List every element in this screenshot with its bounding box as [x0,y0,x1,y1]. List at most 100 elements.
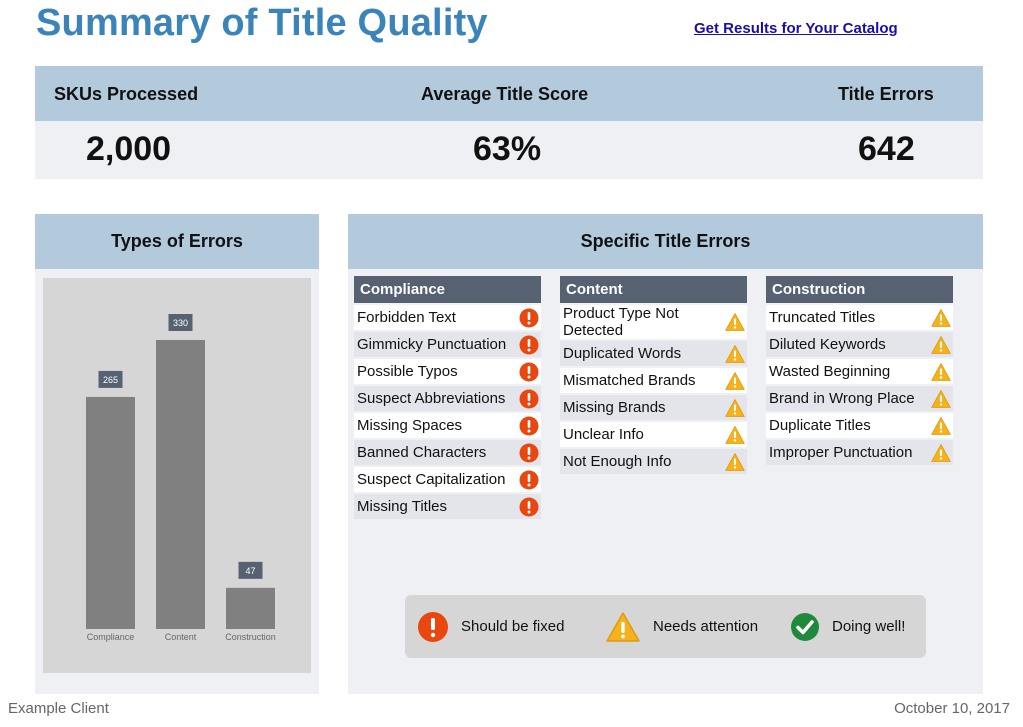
page-title: Summary of Title Quality [36,2,488,44]
bar-construction [226,587,275,629]
error-item-label: Product Type Not Detected [563,305,679,339]
check-icon [791,612,819,641]
error-item: Suspect Capitalization [354,467,541,492]
error-item-label: Forbidden Text [357,309,456,326]
status-legend: Should be fixed Needs attention Doing we… [405,595,926,658]
column-construction: Construction Truncated Titles Diluted Keyw… [766,276,953,465]
data-label: 330 [173,318,188,328]
error-item-label: Missing Spaces [357,417,463,434]
error-icon [519,497,539,516]
error-item: Unclear Info [560,422,747,447]
error-item: Banned Characters [354,440,541,465]
warning-icon [725,452,745,471]
tick-label: Compliance [87,632,135,642]
error-item: Mismatched Brands [560,368,747,393]
legend-ok-label: Doing well! [832,618,906,635]
warning-icon [931,389,951,408]
error-item-label: Not Enough Info [563,453,672,470]
error-item: Gimmicky Punctuation [354,332,541,357]
column-header: Construction [766,276,953,303]
error-item: Possible Typos [354,359,541,384]
error-item: Product Type Not Detected [560,305,747,339]
error-icon [519,389,539,408]
error-item: Truncated Titles [766,305,953,330]
specific-title-errors-panel: Specific Title Errors Compliance Forbidde… [348,214,983,694]
warning-icon [931,362,951,381]
warning-icon [931,416,951,435]
legend-error-label: Should be fixed [461,618,565,635]
error-item-label: Banned Characters [357,444,487,461]
error-item-label: Duplicate Titles [769,417,871,434]
error-item-label: Mismatched Brands [563,372,696,389]
types-of-errors-title: Types of Errors [35,214,319,269]
error-item-label: Missing Brands [563,399,666,416]
specific-title-errors-title: Specific Title Errors [348,214,983,269]
error-item-label: Wasted Beginning [769,363,891,380]
kpi-label-score: Average Title Score [421,84,589,104]
error-icon [519,308,539,327]
column-content: Content Product Type Not Detected Duplicat… [560,276,747,474]
error-item-label: Gimmicky Punctuation [357,336,507,353]
error-item: Duplicate Titles [766,413,953,438]
error-item: Not Enough Info [560,449,747,474]
kpi-label-skus: SKUs Processed [54,84,199,104]
column-header: Content [560,276,747,303]
warning-icon [725,313,745,331]
error-icon [519,335,539,354]
error-item: Improper Punctuation [766,440,953,465]
kpi-value-bar: 2,000 63% 642 [35,121,983,179]
get-results-link[interactable]: Get Results for Your Catalog [694,20,898,37]
warning-icon [725,371,745,390]
warning-icon [931,443,951,462]
error-item: Brand in Wrong Place [766,386,953,411]
legend-warning: Needs attention [605,595,758,658]
footer-date: October 10, 2017 [894,700,1010,717]
data-label-box [98,370,123,388]
error-item: Missing Brands [560,395,747,420]
error-item: Missing Spaces [354,413,541,438]
legend-warning-label: Needs attention [653,618,759,635]
warning-icon [725,398,745,417]
error-item-label: Truncated Titles [769,309,876,326]
tick-label: Content [165,632,197,642]
error-item-label: Missing Titles [357,498,448,515]
legend-ok: Doing well! [790,595,905,658]
error-item-label: Possible Typos [357,363,458,380]
error-item: Duplicated Words [560,341,747,366]
data-label: 47 [245,566,255,576]
error-item: Diluted Keywords [766,332,953,357]
bar-chart-svg: 265 Compliance 330 Content 47 Construction [86,314,276,642]
column-header: Compliance [354,276,541,303]
kpi-value-score: 63% [473,130,542,168]
error-icon [519,470,539,489]
error-item-label: Improper Punctuation [769,444,913,461]
data-label: 265 [103,375,118,385]
error-item-label: Suspect Abbreviations [357,390,506,407]
bar-compliance [86,396,135,629]
warning-icon [725,425,745,444]
error-icon [519,443,539,462]
types-of-errors-chart: 265 Compliance 330 Content 47 Construction [43,278,311,673]
bar-content [156,340,205,629]
column-compliance: Compliance Forbidden Text Gimmicky Punctua… [354,276,541,519]
warning-icon [931,308,951,327]
error-icon [519,362,539,381]
kpi-label-errors: Title Errors [838,84,934,104]
error-item-label: Diluted Keywords [769,336,886,353]
warning-icon [931,335,951,354]
kpi-value-errors: 642 [858,130,915,168]
kpi-header-bar: SKUs Processed Average Title Score Title… [35,66,983,121]
error-icon [519,416,539,435]
error-item: Missing Titles [354,494,541,519]
error-item-label: Suspect Capitalization [357,471,506,488]
error-item-label: Brand in Wrong Place [769,390,915,407]
warning-icon [725,344,745,363]
warning-icon [606,611,640,642]
data-label-box [238,561,263,579]
footer-client: Example Client [8,700,109,717]
error-icon [418,611,448,642]
kpi-summary: SKUs Processed Average Title Score Title… [35,66,983,179]
error-item-label: Unclear Info [563,426,644,443]
error-item-label: Duplicated Words [563,345,682,362]
kpi-value-skus: 2,000 [86,130,172,168]
